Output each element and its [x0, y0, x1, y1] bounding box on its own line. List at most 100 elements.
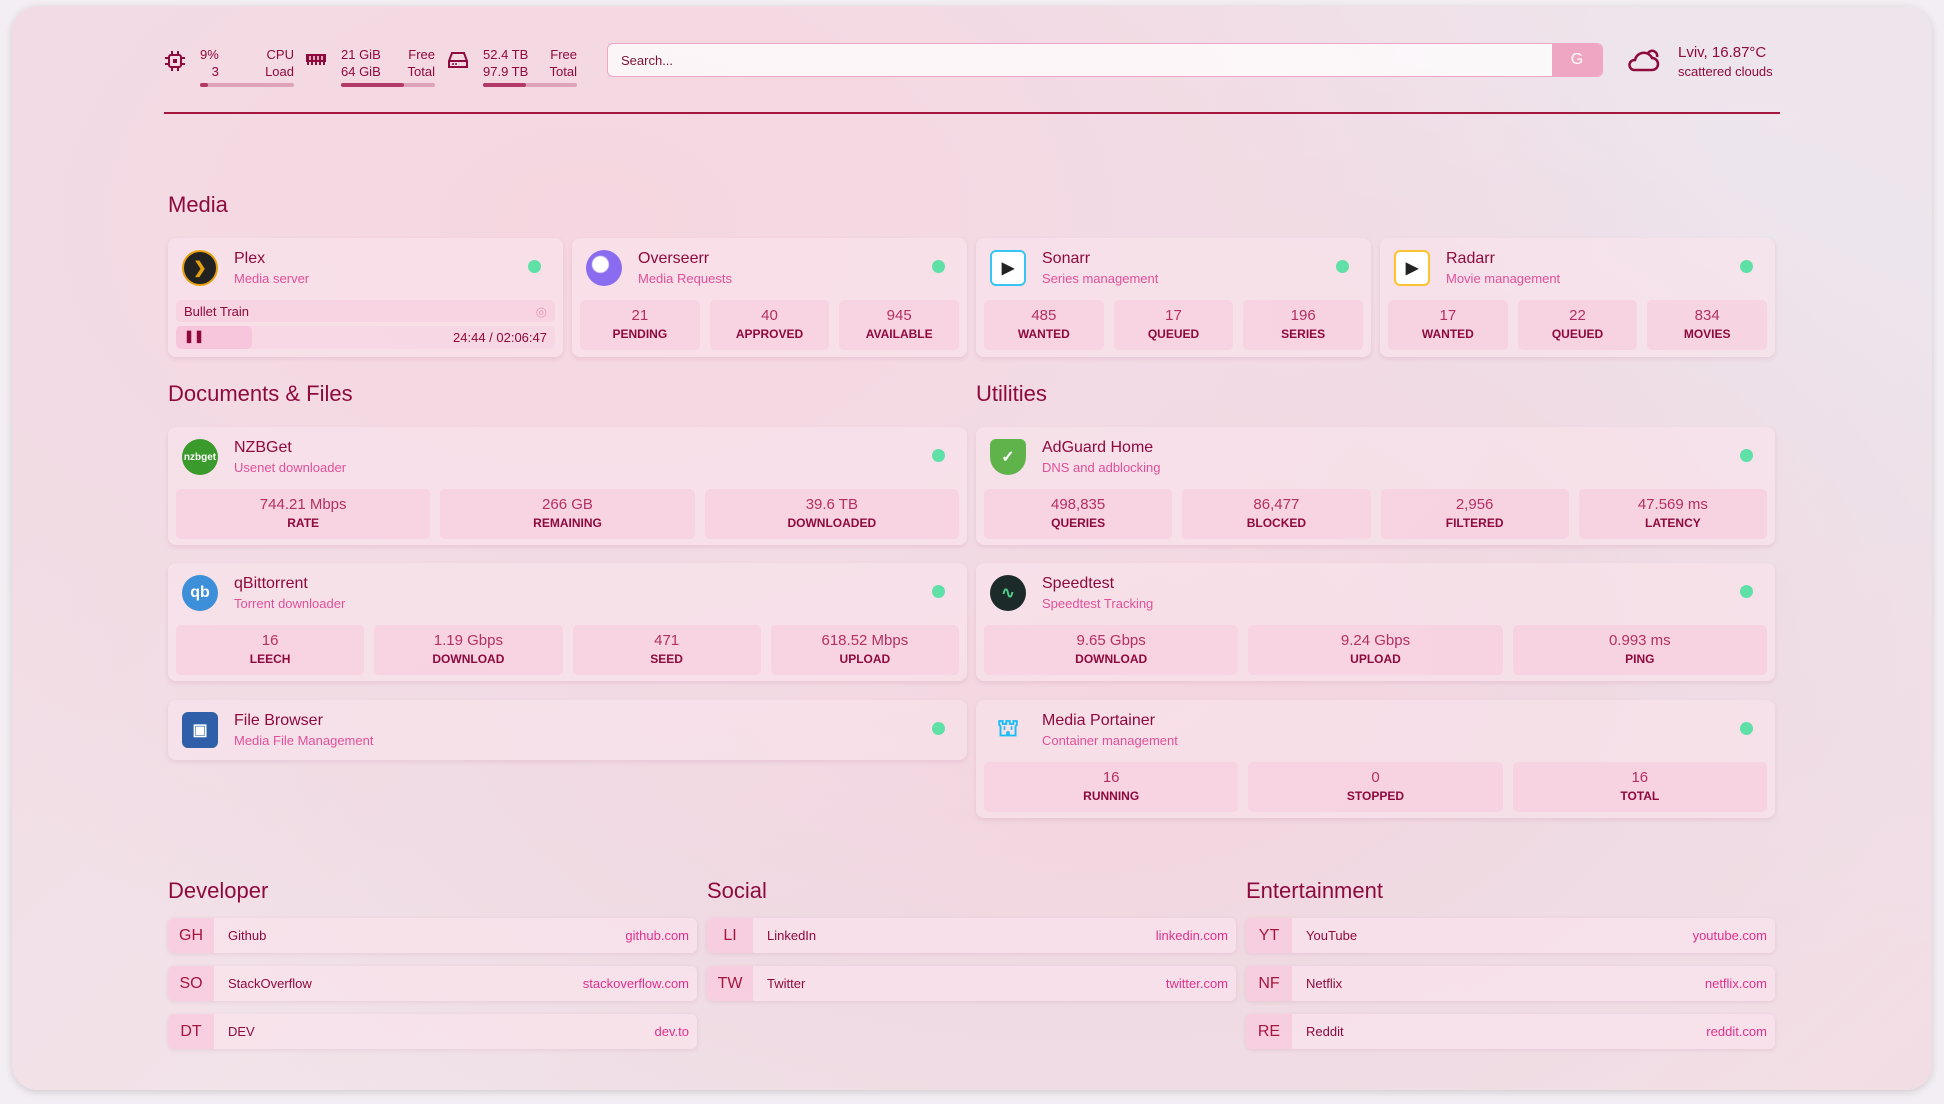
adguard-home-card[interactable]: ✓ AdGuard Home DNS and adblocking 498,83… [976, 427, 1775, 545]
service-description: DNS and adblocking [1042, 460, 1161, 475]
stat-label: SERIES [1281, 327, 1326, 341]
stat-available: 945 AVAILABLE [839, 300, 960, 350]
bookmark-github[interactable]: GH Github github.com [168, 918, 697, 953]
status-indicator [932, 449, 945, 462]
weather-location: Lviv, 16.87°C [1678, 44, 1767, 61]
free-label: Free [550, 47, 577, 62]
playback-time: 24:44 / 02:06:47 [453, 330, 547, 345]
stat-label: UPLOAD [1350, 652, 1401, 666]
bookmark-abbr: RE [1246, 1014, 1292, 1049]
stat-value: 471 [654, 632, 680, 649]
section-social: Social [707, 878, 767, 903]
bookmark-name: Twitter [767, 976, 806, 991]
qbittorrent-icon: qb [182, 575, 218, 611]
bookmark-dev[interactable]: DT DEV dev.to [168, 1014, 697, 1049]
stat-total: 16 TOTAL [1512, 762, 1767, 812]
stat-running: 16 RUNNING [984, 762, 1239, 812]
pause-icon[interactable]: ❚❚ [184, 329, 205, 343]
weather-condition: scattered clouds [1678, 64, 1773, 79]
bookmark-abbr: GH [168, 918, 214, 953]
search-placeholder[interactable]: Search... [621, 53, 674, 68]
stat-label: APPROVED [735, 327, 804, 341]
file-browser-card[interactable]: ▣ File Browser Media File Management [168, 700, 967, 760]
stat-label: PENDING [612, 327, 668, 341]
section-documents: Documents & Files [168, 381, 353, 406]
stat-label: REMAINING [533, 516, 602, 530]
service-name: Radarr [1446, 250, 1495, 267]
stat-label: BLOCKED [1246, 516, 1307, 530]
stat-value: 485 [1031, 307, 1057, 324]
stat-series: 196 SERIES [1243, 300, 1364, 350]
bookmark-url: github.com [625, 928, 689, 943]
stat-label: FILTERED [1445, 516, 1504, 530]
service-name: Speedtest [1042, 575, 1115, 592]
bookmark-netflix[interactable]: NF Netflix netflix.com [1246, 966, 1775, 1001]
adguard-icon: ✓ [990, 439, 1026, 475]
radarr-icon: ▶ [1394, 250, 1430, 286]
nzbget-card[interactable]: nzbget NZBGet Usenet downloader 744.21 M… [168, 427, 967, 545]
stat-value: 86,477 [1253, 496, 1300, 513]
media-portainer-card[interactable]: ⛫ Media Portainer Container management 1… [976, 700, 1775, 818]
stat-label: QUEUED [1551, 327, 1604, 341]
plex-card[interactable]: ❯ Plex Media server Bullet Train ◎ ❚❚ 24:… [168, 238, 563, 357]
stat-label: WANTED [1421, 327, 1474, 341]
cpu-cores: 3 [211, 64, 219, 79]
header-divider [164, 112, 1780, 114]
bookmark-abbr: LI [707, 918, 753, 953]
stat-value: 39.6 TB [805, 496, 858, 513]
disk-icon [448, 52, 468, 68]
plex-icon: ❯ [182, 250, 218, 286]
bookmark-abbr: NF [1246, 966, 1292, 1001]
stat-blocked: 86,477 BLOCKED [1182, 489, 1371, 539]
bookmark-youtube[interactable]: YT YouTube youtube.com [1246, 918, 1775, 953]
stat-label: PING [1625, 652, 1655, 666]
bookmark-url: linkedin.com [1155, 928, 1228, 943]
stat-value: 17 [1165, 307, 1182, 324]
total-label: Total [549, 64, 577, 79]
radarr-card[interactable]: ▶ Radarr Movie management 17 WANTED 22 QUEU… [1380, 238, 1775, 357]
stats-row: 485 WANTED 17 QUEUED 196 SERIES [984, 300, 1364, 350]
cpu-bar [200, 83, 294, 87]
bookmark-linkedin[interactable]: LI LinkedIn linkedin.com [707, 918, 1236, 953]
google-search-button[interactable]: G [1552, 44, 1602, 76]
stat-value: 498,835 [1051, 496, 1106, 513]
playback-bar[interactable]: ❚❚ 24:44 / 02:06:47 [176, 326, 555, 349]
service-name: qBittorrent [234, 575, 308, 592]
service-description: Media server [234, 271, 310, 286]
stat-label: MOVIES [1683, 327, 1731, 341]
stat-value: 0.993 ms [1608, 632, 1671, 649]
bookmark-reddit[interactable]: RE Reddit reddit.com [1246, 1014, 1775, 1049]
service-description: Container management [1042, 733, 1178, 748]
stat-label: SEED [650, 652, 683, 666]
disk-bar [483, 83, 577, 87]
sonarr-icon: ▶ [990, 250, 1026, 286]
service-description: Speedtest Tracking [1042, 596, 1154, 611]
stat-value: 16 [1631, 769, 1649, 786]
free-label: Free [408, 47, 435, 62]
bookmark-url: twitter.com [1165, 976, 1228, 991]
stat-stopped: 0 STOPPED [1248, 762, 1503, 812]
sonarr-card[interactable]: ▶ Sonarr Series management 485 WANTED 17 QU… [976, 238, 1371, 357]
search-input[interactable]: Search... G [607, 43, 1603, 77]
stat-value: 1.19 Gbps [433, 632, 503, 649]
service-name: Plex [234, 250, 266, 267]
stats-row: 498,835 QUERIES 86,477 BLOCKED 2,956 FILTERED… [984, 489, 1767, 539]
bookmark-twitter[interactable]: TW Twitter twitter.com [707, 966, 1236, 1001]
speedtest-card[interactable]: ∿ Speedtest Speedtest Tracking 9.65 Gbps… [976, 563, 1775, 681]
section-media: Media [168, 192, 228, 217]
status-indicator [1740, 449, 1753, 462]
status-indicator [932, 585, 945, 598]
portainer-icon: ⛫ [996, 715, 1020, 742]
file-browser-icon: ▣ [182, 712, 218, 748]
stat-value: 2,956 [1455, 496, 1494, 513]
bookmark-name: LinkedIn [767, 928, 817, 943]
qbittorrent-card[interactable]: qb qBittorrent Torrent downloader 16 LEEC… [168, 563, 967, 681]
service-description: Media File Management [234, 733, 374, 748]
stat-value: 22 [1569, 307, 1586, 324]
stat-download: 9.65 Gbps DOWNLOAD [984, 625, 1239, 675]
stat-label: AVAILABLE [865, 327, 933, 341]
overseerr-card[interactable]: Overseerr Media Requests 21 PENDING 40 APPR… [572, 238, 967, 357]
bookmark-stackoverflow[interactable]: SO StackOverflow stackoverflow.com [168, 966, 697, 1001]
stat-label: RUNNING [1083, 789, 1140, 803]
stat-queued: 17 QUEUED [1113, 300, 1234, 350]
